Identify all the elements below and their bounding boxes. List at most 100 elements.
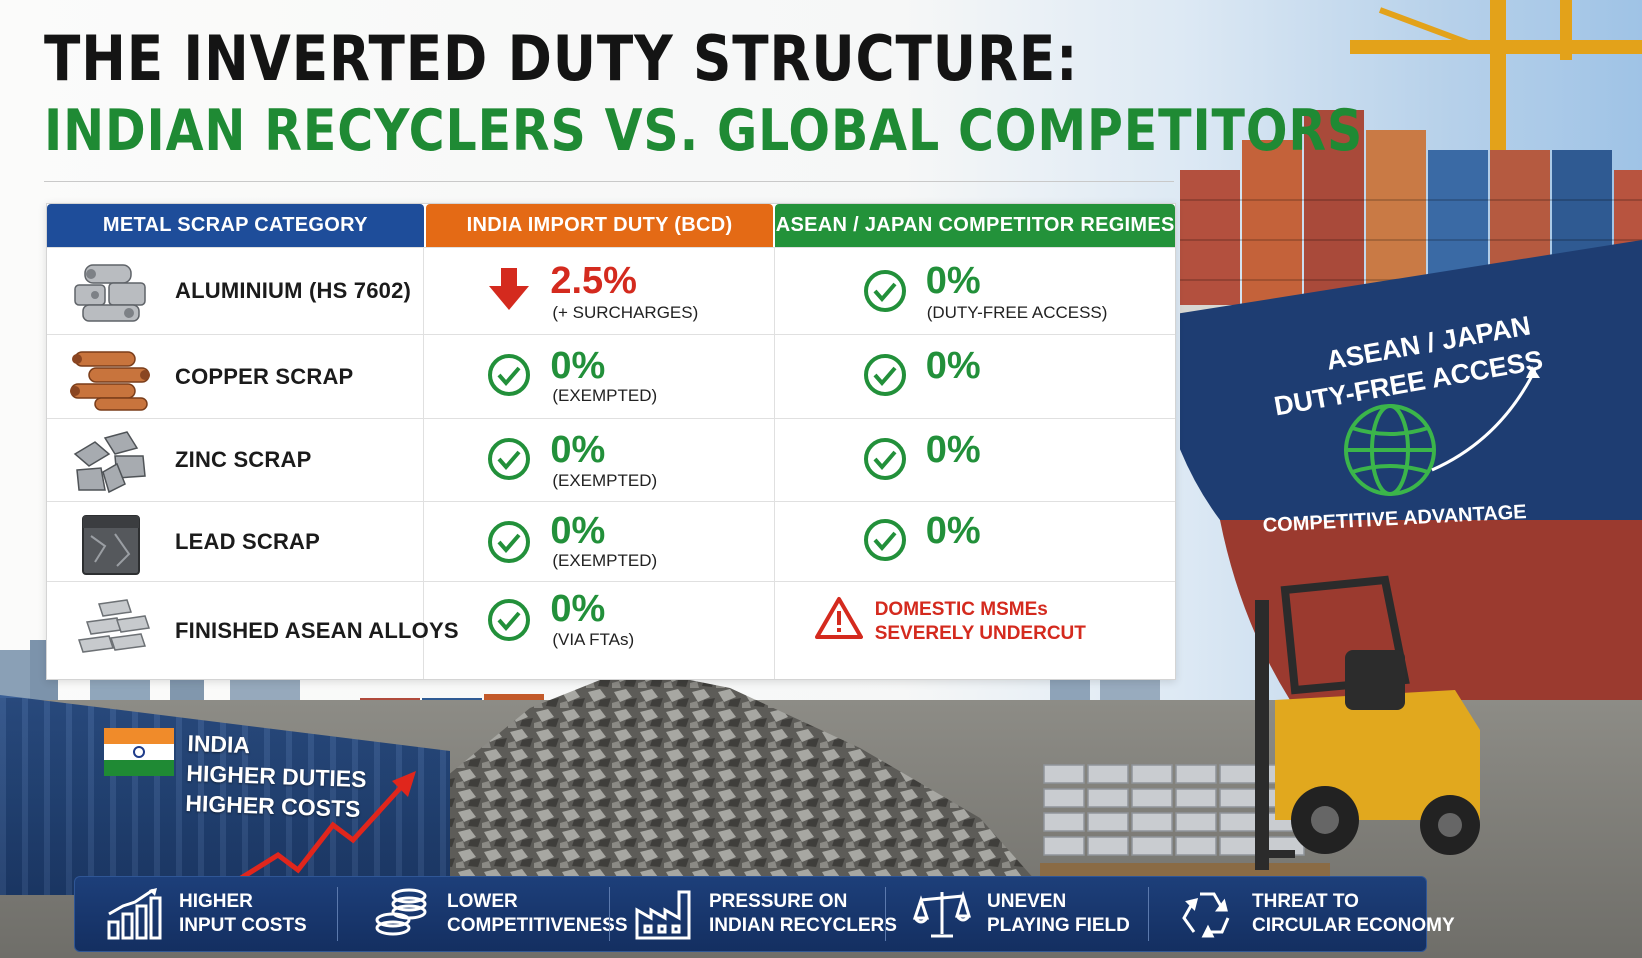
banner-line1: HIGHER	[179, 891, 253, 912]
category-label: ALUMINIUM (HS 7602)	[175, 278, 412, 303]
globe-icon	[1344, 404, 1436, 496]
lead-scrap-icon	[82, 515, 140, 575]
category-cell: FINISHED ASEAN ALLOYS	[47, 582, 459, 679]
banner-text: HIGHER INPUT COSTS	[179, 890, 307, 938]
banner-text: PRESSURE ON INDIAN RECYCLERS	[709, 890, 897, 938]
warning-triangle-icon	[814, 597, 863, 639]
table-row-lead: LEAD SCRAP 0% (EXEMPTED) 0%	[47, 501, 1175, 581]
banner-line2: INDIAN RECYCLERS	[709, 915, 897, 936]
banner-line2: COMPETITIVENESS	[447, 915, 628, 936]
competitor-duty-note: (DUTY-FREE ACCESS)	[926, 303, 1108, 322]
competitor-duty-value: 0%	[925, 260, 981, 302]
factory-icon	[635, 890, 691, 940]
green-check-icon	[488, 354, 531, 396]
category-label: ZINC SCRAP	[175, 447, 312, 472]
green-check-icon	[488, 599, 531, 641]
india-duty-cell: 0% (EXEMPTED)	[424, 335, 775, 418]
india-duty-cell: 0% (EXEMPTED)	[424, 502, 775, 581]
red-down-arrow-icon	[489, 268, 530, 310]
coin-stack-icon	[375, 888, 427, 936]
competitor-duty-cell: 0%	[775, 335, 1175, 418]
warning-line1: DOMESTIC MSMEs	[874, 599, 1048, 620]
category-label: LEAD SCRAP	[175, 528, 321, 554]
page-title: THE INVERTED DUTY STRUCTURE:	[44, 22, 1079, 95]
banner-item-circular-economy: THREAT TO CIRCULAR ECONOMY	[1148, 877, 1455, 951]
forklift	[1255, 575, 1480, 870]
banner-line2: CIRCULAR ECONOMY	[1252, 915, 1455, 936]
banner-text: LOWER COMPETITIVENESS	[447, 890, 628, 938]
competitor-duty-value: 0%	[925, 345, 981, 387]
impact-banner: HIGHER INPUT COSTS LOWER COMPETITIVENESS…	[74, 876, 1455, 952]
competitor-warning-text: DOMESTIC MSMEs SEVERELY UNDERCUT	[875, 598, 1086, 646]
india-shipping-container	[0, 695, 450, 895]
category-cell: COPPER SCRAP	[47, 335, 425, 418]
green-check-icon	[488, 438, 531, 480]
india-duty-value: 0%	[550, 510, 606, 552]
green-check-icon	[863, 519, 906, 561]
scrap-pile	[300, 668, 1060, 908]
banner-line2: PLAYING FIELD	[987, 915, 1130, 936]
banner-line1: LOWER	[447, 891, 518, 912]
green-check-icon	[863, 270, 906, 312]
container-ship: ASEAN / JAPAN DUTY-FREE ACCESS COMPETITI…	[1180, 0, 1642, 700]
green-check-icon	[863, 438, 906, 480]
aluminium-ingots	[1040, 764, 1330, 880]
warning-line2: SEVERELY UNDERCUT	[874, 623, 1086, 644]
green-check-icon	[488, 521, 531, 563]
india-duty-value: 2.5%	[550, 260, 637, 302]
banner-line1: THREAT TO	[1252, 891, 1359, 912]
category-label: FINISHED ASEAN ALLOYS	[175, 617, 459, 643]
competitor-duty-value: 0%	[925, 429, 981, 471]
india-flag-icon	[104, 728, 174, 776]
competitor-duty-cell: 0%	[775, 419, 1175, 501]
banner-text: THREAT TO CIRCULAR ECONOMY	[1252, 890, 1455, 938]
banner-line2: INPUT COSTS	[179, 915, 307, 936]
header-india-duty: INDIA IMPORT DUTY (BCD)	[425, 204, 774, 247]
india-duty-note: (VIA FTAs)	[552, 630, 635, 649]
competitor-duty-value: 0%	[925, 510, 981, 552]
banner-item-input-costs: HIGHER INPUT COSTS	[75, 877, 337, 951]
category-cell: ALUMINIUM (HS 7602)	[47, 248, 425, 334]
duty-comparison-table: METAL SCRAP CATEGORY INDIA IMPORT DUTY (…	[46, 203, 1176, 680]
india-duty-value: 0%	[550, 588, 606, 630]
india-duty-note: (EXEMPTED)	[552, 471, 658, 490]
banner-item-competitiveness: LOWER COMPETITIVENESS	[337, 877, 628, 951]
header-competitor-regimes: ASEAN / JAPAN COMPETITOR REGIMES	[775, 204, 1175, 247]
bar-chart-icon	[107, 888, 162, 940]
table-row-finished-alloys: FINISHED ASEAN ALLOYS 0% (VIA FTAs) DOME…	[47, 581, 1175, 679]
india-duty-cell: 2.5% (+ SURCHARGES)	[424, 248, 775, 334]
competitor-duty-cell: 0% (DUTY-FREE ACCESS)	[775, 248, 1175, 334]
aluminium-scrap-icon	[74, 264, 146, 322]
recycle-icon	[1182, 892, 1230, 938]
category-cell: ZINC SCRAP	[47, 419, 425, 501]
page-subtitle: INDIAN RECYCLERS VS. GLOBAL COMPETITORS	[44, 98, 1364, 164]
category-cell: LEAD SCRAP	[47, 502, 425, 581]
title-divider	[44, 181, 1174, 182]
green-check-icon	[863, 354, 906, 396]
banner-line1: UNEVEN	[987, 891, 1067, 912]
india-duty-cell: 0% (EXEMPTED)	[424, 419, 775, 501]
alloy-ingots-icon	[78, 599, 150, 653]
competitor-duty-cell: 0%	[775, 502, 1175, 581]
category-label: COPPER SCRAP	[175, 363, 354, 389]
competitor-warning-cell: DOMESTIC MSMEs SEVERELY UNDERCUT	[775, 582, 1175, 679]
zinc-scrap-icon	[73, 431, 146, 494]
rising-cost-arrow-icon	[238, 771, 416, 883]
india-duty-note: (EXEMPTED)	[552, 386, 658, 405]
table-header-row: METAL SCRAP CATEGORY INDIA IMPORT DUTY (…	[47, 204, 1175, 247]
table-row-copper: COPPER SCRAP 0% (EXEMPTED) 0%	[47, 334, 1175, 418]
india-duty-cell: 0% (VIA FTAs)	[424, 582, 775, 679]
header-metal-category: METAL SCRAP CATEGORY	[47, 204, 424, 247]
banner-item-playing-field: UNEVEN PLAYING FIELD	[885, 877, 1148, 951]
banner-line1: PRESSURE ON	[709, 891, 848, 912]
india-duty-value: 0%	[550, 429, 606, 471]
balance-scale-icon	[913, 890, 971, 938]
india-duty-note: (EXEMPTED)	[552, 551, 658, 570]
india-duty-value: 0%	[550, 345, 606, 387]
table-row-aluminium: ALUMINIUM (HS 7602) 2.5% (+ SURCHARGES) …	[47, 247, 1175, 334]
copper-scrap-icon	[70, 351, 150, 411]
table-row-zinc: ZINC SCRAP 0% (EXEMPTED) 0%	[47, 418, 1175, 501]
india-duty-note: (+ SURCHARGES)	[552, 303, 699, 322]
banner-text: UNEVEN PLAYING FIELD	[987, 890, 1130, 938]
